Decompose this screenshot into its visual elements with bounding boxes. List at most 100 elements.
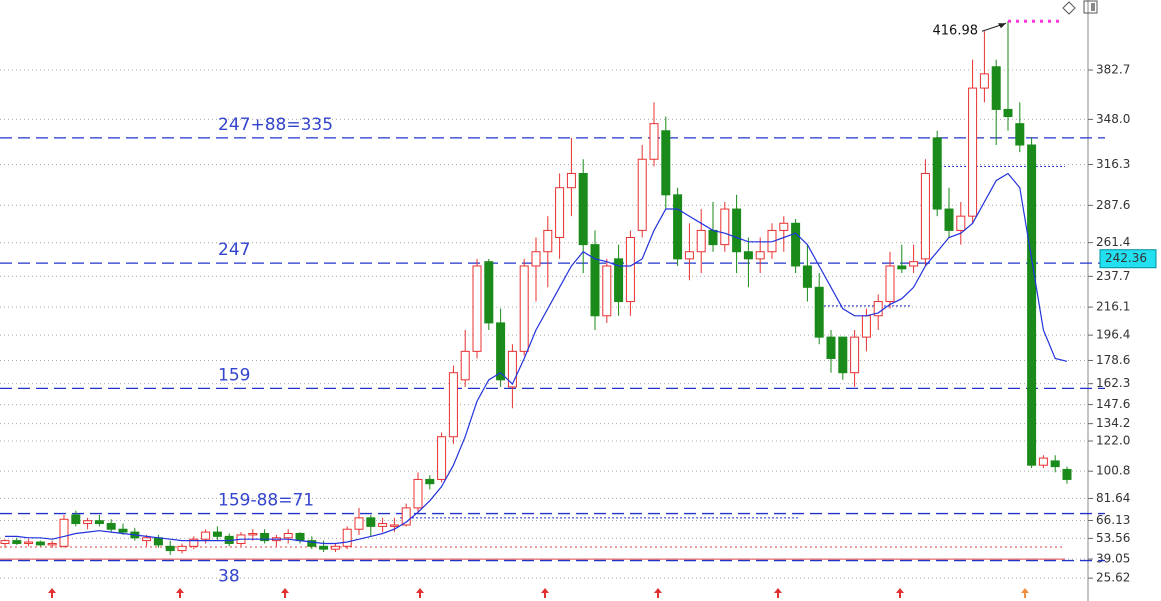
candle-body xyxy=(885,265,895,303)
candle-body xyxy=(354,517,364,530)
candle-body xyxy=(578,172,588,246)
candle-body xyxy=(83,520,93,525)
candle-body xyxy=(472,265,482,352)
candle-body xyxy=(979,73,989,89)
candle-body xyxy=(507,350,517,388)
candle-body xyxy=(165,545,175,552)
candle-body xyxy=(649,123,659,160)
candle-body xyxy=(319,545,329,550)
candle-body xyxy=(732,208,742,253)
last-price-box xyxy=(1099,249,1157,269)
y-tick-label: 66.13 xyxy=(1096,513,1130,527)
event-marker xyxy=(774,588,782,598)
candle-body xyxy=(212,531,222,537)
y-tick-label: 316.3 xyxy=(1096,157,1130,171)
candle-body xyxy=(1050,460,1060,468)
candle-body xyxy=(389,524,399,527)
candle-body xyxy=(1027,144,1037,466)
candle-body xyxy=(625,237,635,303)
candle-body xyxy=(496,322,506,381)
y-tick-label: 134.2 xyxy=(1096,416,1130,430)
candle-body xyxy=(307,540,317,547)
candle-body xyxy=(873,301,883,317)
candle-body xyxy=(12,540,22,544)
y-tick-label: 100.8 xyxy=(1096,464,1130,478)
toolbar-icons[interactable] xyxy=(1062,0,1098,15)
candle-body xyxy=(59,518,69,547)
candle-body xyxy=(448,372,458,438)
candle-body xyxy=(696,229,706,253)
candle-body xyxy=(590,244,600,317)
candle-body xyxy=(437,436,447,480)
y-tick-label: 25.62 xyxy=(1096,571,1130,585)
candle-body xyxy=(189,538,199,547)
window-icon[interactable] xyxy=(1083,0,1098,14)
candle-body xyxy=(342,528,352,547)
y-tick-label: 216.1 xyxy=(1096,300,1130,314)
candle-body xyxy=(425,478,435,485)
candle-body xyxy=(637,158,647,231)
candle-body xyxy=(106,523,116,530)
candle-body xyxy=(484,261,494,324)
event-marker xyxy=(896,588,904,598)
max-label: 416.98 xyxy=(933,24,979,39)
candle-body xyxy=(614,258,624,303)
diamond-icon[interactable] xyxy=(1062,1,1076,15)
candle-body xyxy=(0,540,10,544)
candle-body xyxy=(920,172,930,260)
event-marker xyxy=(281,588,289,598)
candle-body xyxy=(519,265,529,352)
candle-body xyxy=(543,229,553,253)
candle-body xyxy=(673,194,683,260)
candle-body xyxy=(401,507,411,526)
candle-body xyxy=(684,251,694,260)
candle-body xyxy=(909,261,919,267)
y-tick-label: 162.3 xyxy=(1096,376,1130,390)
y-tick-label: 122.0 xyxy=(1096,434,1130,448)
candle-body xyxy=(956,215,966,231)
candle-body xyxy=(378,523,388,527)
y-tick-label: 178.6 xyxy=(1096,353,1130,367)
level-label: 247+88=335 xyxy=(218,115,333,135)
event-marker xyxy=(1021,588,1029,598)
y-tick-label: 53.56 xyxy=(1096,531,1130,545)
event-marker xyxy=(541,588,549,598)
candle-body xyxy=(779,222,789,231)
candle-body xyxy=(743,251,753,260)
candle-body xyxy=(248,533,258,536)
y-tick-label: 382.7 xyxy=(1096,63,1130,77)
candle-body xyxy=(708,229,718,246)
candle-body xyxy=(201,531,211,540)
level-label: 159-88=71 xyxy=(218,491,314,511)
candle-body xyxy=(1015,123,1025,146)
candle-body xyxy=(720,208,730,246)
candle-body xyxy=(826,336,836,359)
y-tick-label: 348.0 xyxy=(1096,112,1130,126)
candle-body xyxy=(850,336,860,374)
candle-body xyxy=(24,541,34,544)
candle-body xyxy=(330,545,340,550)
candle-body xyxy=(283,533,293,539)
candle-body xyxy=(602,265,612,317)
y-tick-label: 261.4 xyxy=(1096,235,1130,249)
level-label: 38 xyxy=(218,567,240,587)
candle-body xyxy=(944,208,954,231)
candle-body xyxy=(897,265,907,270)
candle-body xyxy=(260,533,270,542)
candle-body xyxy=(1038,457,1048,466)
candle-body xyxy=(460,350,470,381)
level-label: 159 xyxy=(218,365,250,385)
y-tick-label: 287.6 xyxy=(1096,198,1130,212)
candle-body xyxy=(177,545,187,552)
window-icon-inner xyxy=(1091,3,1095,11)
y-tick-label: 237.7 xyxy=(1096,269,1130,283)
event-marker xyxy=(654,588,662,598)
candle-body xyxy=(791,222,801,267)
candle-body xyxy=(71,514,81,525)
y-tick-label: 196.4 xyxy=(1096,328,1130,342)
candle-body xyxy=(142,537,152,542)
candle-body xyxy=(802,265,812,288)
candle-body xyxy=(755,251,765,260)
candle-body xyxy=(1062,468,1072,480)
y-tick-label: 39.05 xyxy=(1096,552,1130,566)
